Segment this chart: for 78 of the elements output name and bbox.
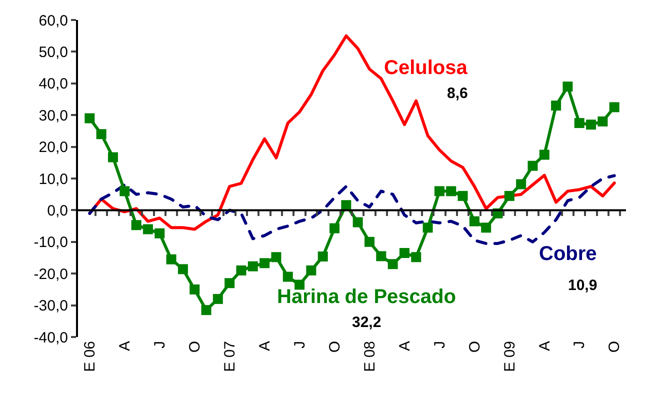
point [411, 252, 422, 262]
point [120, 186, 130, 196]
series-label: Celulosa [384, 57, 468, 79]
point [422, 222, 433, 233]
x-tick-label: O [186, 341, 204, 353]
y-tick-label: 20,0 [38, 139, 68, 156]
point [562, 82, 573, 92]
point [178, 264, 188, 274]
point [446, 186, 456, 196]
point [364, 236, 374, 247]
series-label: Cobre [539, 243, 597, 265]
point [539, 150, 550, 160]
x-tick-label: J [571, 341, 588, 348]
point [574, 118, 584, 128]
point [282, 272, 293, 282]
y-tick-label: 60,0 [38, 12, 68, 30]
point [469, 216, 480, 226]
point [388, 259, 398, 270]
point [236, 265, 246, 276]
x-tick-label: O [466, 341, 484, 353]
point [108, 152, 118, 162]
point [96, 129, 106, 140]
x-tick-label: A [536, 341, 554, 352]
y-tick-label: -30,0 [34, 298, 68, 315]
x-tick-label: E 07 [221, 341, 238, 372]
point [142, 224, 153, 234]
point [598, 116, 608, 126]
y-tick-label: 10,0 [38, 170, 68, 188]
point [271, 252, 282, 262]
point [341, 200, 352, 210]
line-series [88, 174, 616, 245]
point [190, 284, 200, 294]
point [609, 102, 620, 112]
y-tick-label: -20,0 [34, 266, 68, 283]
point [586, 120, 596, 130]
point [131, 220, 142, 230]
point [481, 222, 492, 233]
point [458, 190, 468, 201]
y-tick-label: -40,0 [34, 329, 68, 346]
x-tick-label: O [606, 341, 624, 353]
point [212, 294, 223, 304]
point [551, 100, 562, 111]
point [376, 251, 386, 262]
x-tick-label: E 08 [361, 341, 378, 372]
y-tick-label: 50,0 [38, 44, 68, 61]
point [154, 228, 165, 238]
x-tick-label: E 06 [82, 341, 99, 372]
x-tick-label: J [431, 341, 448, 348]
point [434, 186, 444, 196]
x-tick-label: J [291, 341, 308, 348]
y-tick-label: 40,0 [38, 76, 68, 93]
point [84, 113, 95, 124]
y-tick-label: -10,0 [34, 234, 68, 252]
point [528, 160, 538, 171]
x-tick-label: J [151, 341, 168, 348]
point [399, 248, 410, 258]
point [330, 223, 340, 234]
point [504, 190, 514, 201]
point [224, 278, 235, 288]
point [201, 305, 212, 316]
annotation: 10,9 [568, 277, 598, 294]
x-tick-label: A [116, 341, 134, 352]
point [248, 261, 258, 272]
y-tick-label: 0,0 [47, 202, 68, 220]
point [306, 265, 316, 276]
point [516, 179, 526, 190]
series-label: Harina de Pescado [277, 286, 456, 308]
point [166, 254, 176, 264]
point [260, 258, 270, 268]
x-tick-label: E 09 [501, 341, 518, 372]
x-tick-label: O [326, 341, 344, 353]
point [318, 251, 328, 262]
point [352, 217, 363, 228]
y-tick-label: 30,0 [38, 107, 68, 124]
x-tick-label: A [256, 341, 274, 352]
annotation: 32,2 [352, 314, 382, 331]
x-tick-label: A [396, 341, 414, 352]
annotation: 8,6 [447, 85, 468, 102]
